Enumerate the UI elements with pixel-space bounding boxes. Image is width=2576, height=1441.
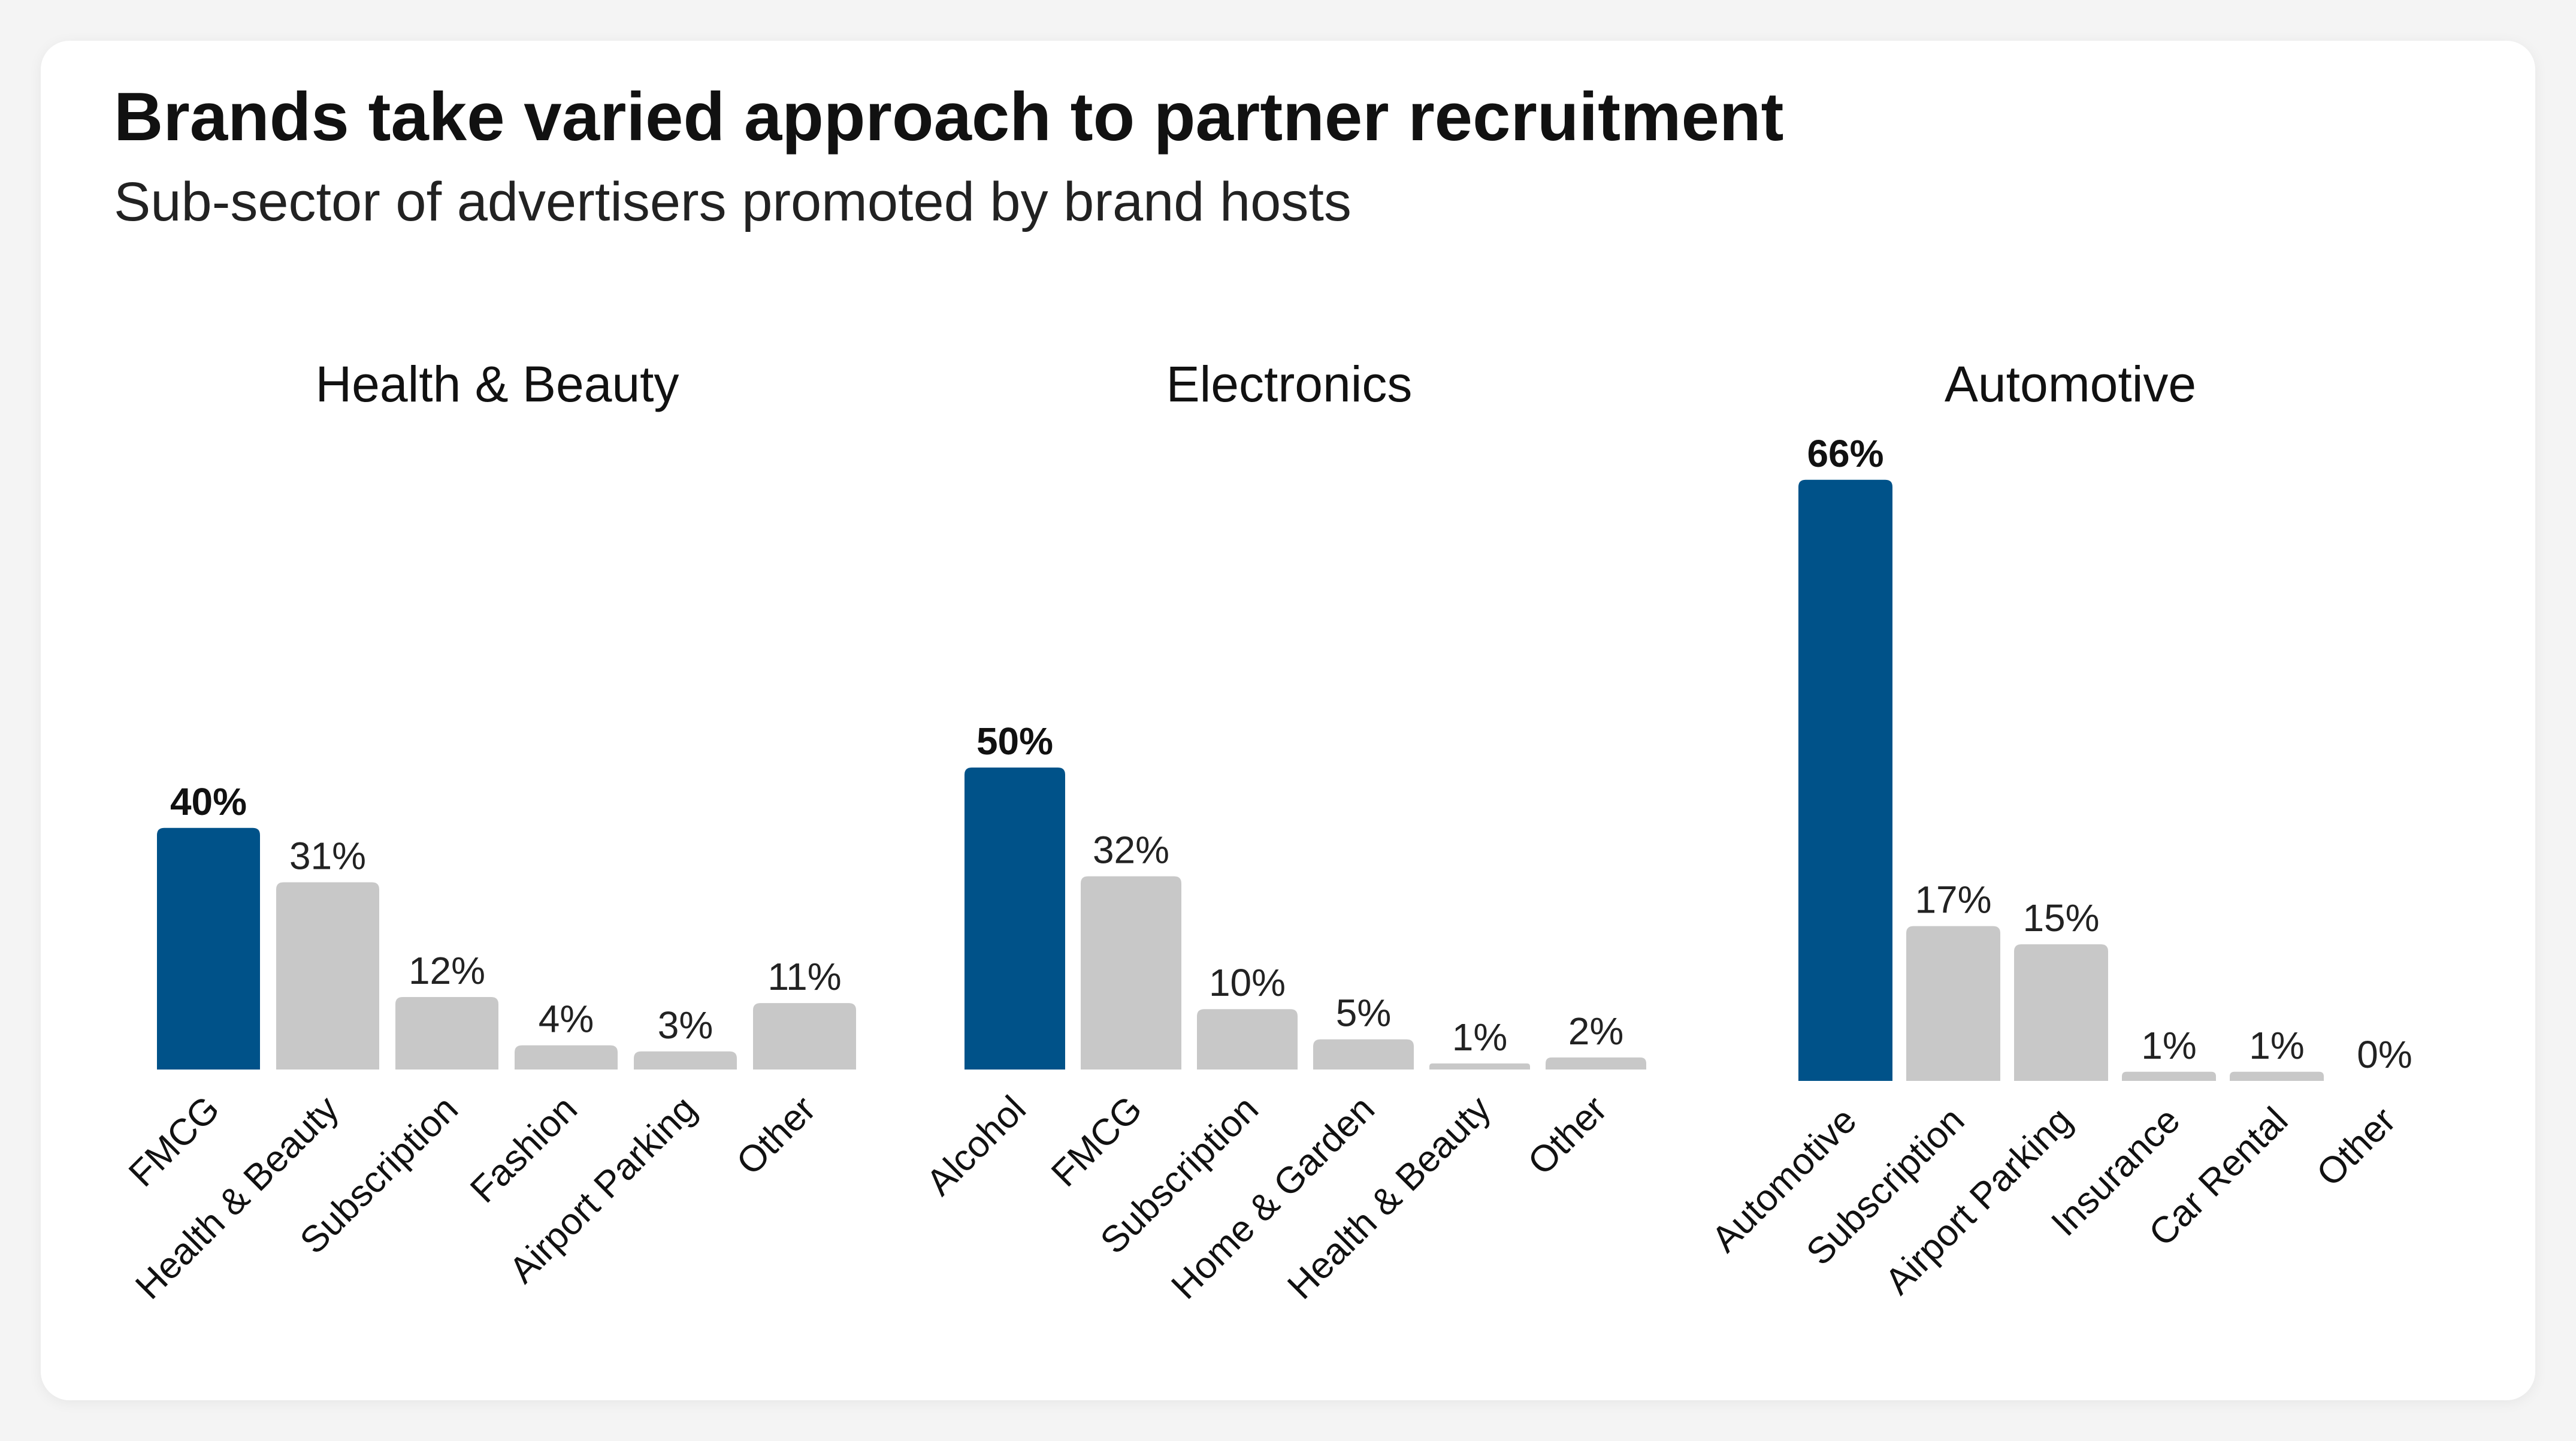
value-label: 5% bbox=[1336, 992, 1392, 1035]
bar-airport-parking bbox=[634, 1051, 737, 1070]
value-label: 11% bbox=[767, 955, 841, 998]
category-label: Health & Beauty bbox=[1280, 1088, 1499, 1307]
category-label: Alcohol bbox=[918, 1088, 1034, 1204]
chart-title: Brands take varied approach to partner r… bbox=[114, 79, 1784, 155]
category-label: Other bbox=[728, 1088, 823, 1183]
value-label: 32% bbox=[1093, 828, 1169, 871]
bar-health-and-beauty bbox=[1429, 1063, 1530, 1070]
category-label: Airport Parking bbox=[1877, 1099, 2081, 1303]
bar-subscription bbox=[1906, 926, 2000, 1081]
category-label: Other bbox=[1520, 1088, 1614, 1183]
value-label: 66% bbox=[1807, 432, 1883, 475]
bar-alcohol bbox=[965, 768, 1065, 1070]
value-label: 0% bbox=[2357, 1033, 2412, 1076]
value-label: 3% bbox=[658, 1004, 713, 1047]
panel-automotive: Automotive66%Automotive17%Subscription15… bbox=[1704, 356, 2412, 1303]
value-label: 1% bbox=[1452, 1016, 1508, 1059]
bar-car-rental bbox=[2230, 1071, 2324, 1081]
bar-health-and-beauty bbox=[276, 882, 379, 1070]
category-label: FMCG bbox=[1044, 1088, 1150, 1195]
chart-subtitle: Sub-sector of advertisers promoted by br… bbox=[114, 171, 1352, 232]
bar-subscription bbox=[1197, 1009, 1298, 1070]
value-label: 2% bbox=[1568, 1010, 1624, 1053]
bar-automotive bbox=[1798, 479, 1892, 1081]
bar-insurance bbox=[2122, 1071, 2216, 1081]
value-label: 15% bbox=[2022, 896, 2099, 939]
category-label: FMCG bbox=[121, 1088, 228, 1195]
value-label: 50% bbox=[976, 720, 1053, 763]
category-label: Fashion bbox=[462, 1088, 585, 1211]
bar-other bbox=[753, 1003, 856, 1070]
value-label: 40% bbox=[170, 780, 247, 823]
category-label: Home & Garden bbox=[1163, 1088, 1383, 1307]
value-label: 10% bbox=[1209, 961, 1286, 1004]
value-label: 31% bbox=[289, 835, 366, 878]
category-label: Health & Beauty bbox=[128, 1088, 347, 1307]
bar-subscription bbox=[395, 997, 498, 1070]
panel-title: Electronics bbox=[1166, 356, 1413, 412]
value-label: 1% bbox=[2141, 1024, 2197, 1067]
bar-other bbox=[1546, 1057, 1646, 1070]
bar-airport-parking bbox=[2014, 944, 2108, 1081]
panel-title: Automotive bbox=[1945, 356, 2196, 412]
panel-health-and-beauty: Health & Beauty 40% FMCG 31% Health & Beauty… bbox=[121, 356, 856, 1307]
bar-fmcg bbox=[157, 827, 260, 1070]
bar-fmcg bbox=[1081, 876, 1181, 1070]
value-label: 12% bbox=[409, 949, 485, 992]
bar-home-and-garden bbox=[1313, 1039, 1414, 1070]
category-label: Other bbox=[2309, 1099, 2403, 1194]
value-label: 4% bbox=[539, 998, 594, 1041]
chart-card bbox=[41, 41, 2535, 1400]
value-label: 1% bbox=[2249, 1024, 2305, 1067]
bar-fashion bbox=[515, 1045, 618, 1070]
panel-title: Health & Beauty bbox=[315, 356, 679, 412]
panel-electronics: Electronics50%Alcohol32%FMCG10%Subscript… bbox=[918, 356, 1646, 1307]
value-label: 17% bbox=[1915, 878, 1991, 922]
